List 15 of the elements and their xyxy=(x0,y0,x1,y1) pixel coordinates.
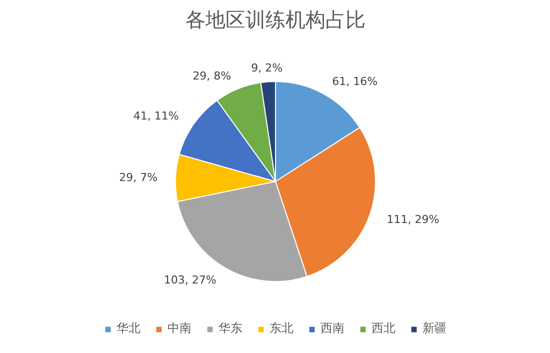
data-label: 41, 11% xyxy=(133,110,179,123)
data-label: 9, 2% xyxy=(251,61,283,74)
data-label: 29, 8% xyxy=(192,69,232,82)
data-label: 103, 27% xyxy=(164,274,216,287)
data-label: 111, 29% xyxy=(386,213,440,226)
data-label: 29, 7% xyxy=(119,170,158,184)
legend-label: 中南 xyxy=(168,320,192,337)
legend-label: 东北 xyxy=(270,320,294,337)
legend-label: 华东 xyxy=(218,320,242,337)
legend-label: 西北 xyxy=(372,320,396,337)
legend-label: 华北 xyxy=(116,320,140,337)
chart-title: 各地区训练机构占比 xyxy=(186,8,366,32)
legend-label: 新疆 xyxy=(422,320,446,337)
legend-label: 西南 xyxy=(320,320,344,337)
data-label: 61, 16% xyxy=(332,74,378,88)
